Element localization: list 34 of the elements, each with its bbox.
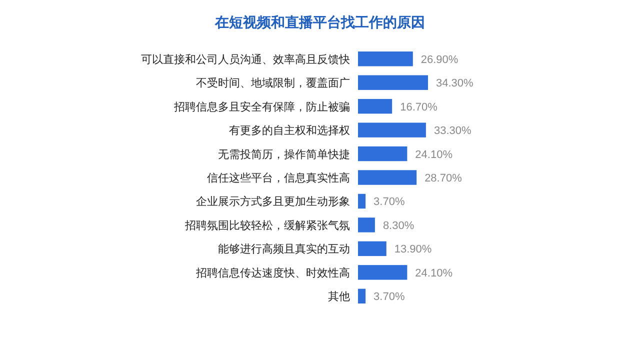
data-label: 28.70%: [424, 172, 462, 184]
y-tick-label: 不受时间、地域限制，覆盖面广: [196, 76, 350, 90]
y-tick-label: 无需投简历，操作简单快捷: [218, 148, 350, 161]
y-tick-label: 招聘氛围比较轻松，缓解紧张气氛: [184, 218, 350, 232]
data-label: 3.70%: [374, 291, 405, 304]
bar: [358, 52, 413, 66]
bar: [358, 218, 375, 232]
y-tick-label: 招聘信息多且安全有保障，防止被骗: [173, 100, 350, 114]
data-label: 34.30%: [436, 78, 474, 90]
y-tick-label: 可以直接和公司人员沟通、效率高且反馈快: [141, 52, 350, 66]
bar: [358, 75, 428, 90]
data-label: 3.70%: [374, 196, 405, 208]
y-tick-label: 其他: [328, 290, 350, 304]
y-tick-label: 有更多的自主权和选择权: [229, 124, 350, 138]
chart-title: 在短视频和直播平台找工作的原因: [214, 14, 425, 30]
bar: [358, 265, 408, 280]
y-tick-label: 企业展示方式多且更加生动形象: [196, 195, 350, 208]
y-tick-label: 信任这些平台，信息真实性高: [207, 172, 350, 184]
data-label: 33.30%: [434, 125, 472, 138]
data-label: 13.90%: [394, 244, 432, 256]
bar: [358, 288, 366, 304]
bar: [358, 241, 386, 256]
bar: [358, 146, 408, 162]
y-tick-label: 能够进行高频且真实的互动: [218, 242, 350, 256]
data-label: 24.10%: [415, 267, 453, 280]
data-label: 16.70%: [400, 101, 438, 114]
bar: [358, 98, 392, 114]
bar: [358, 170, 417, 185]
bar: [358, 194, 366, 209]
data-label: 8.30%: [382, 220, 414, 232]
data-label: 24.10%: [415, 148, 453, 161]
bar: [358, 122, 426, 138]
y-tick-label: 招聘信息传达速度快、时效性高: [195, 266, 350, 280]
data-label: 26.90%: [420, 54, 458, 66]
